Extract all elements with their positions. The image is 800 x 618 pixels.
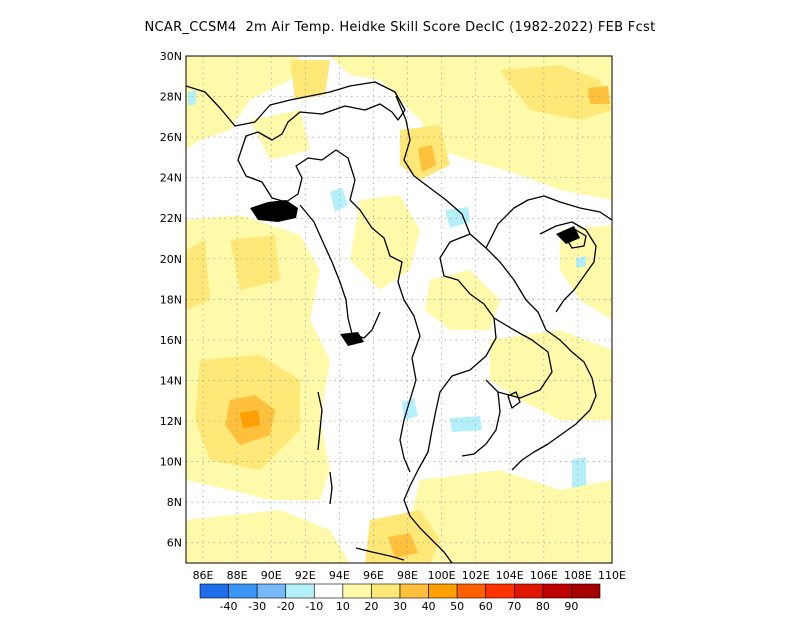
colorbar-label: 90 [564, 600, 578, 613]
lat-tick-label: 16N [160, 334, 182, 347]
lat-tick-label: 20N [160, 253, 182, 266]
lat-tick-label: 24N [160, 172, 182, 185]
colorbar-label: 60 [479, 600, 493, 613]
lat-tick-label: 30N [160, 50, 182, 63]
colorbar-swatch [285, 583, 315, 599]
lon-tick-label: 88E [227, 569, 248, 582]
colorbar-swatch [313, 583, 344, 599]
lon-tick-label: 102E [462, 569, 490, 582]
lon-tick-label: 86E [193, 569, 214, 582]
colorbar-label: 50 [450, 600, 464, 613]
colorbar-label: 30 [393, 600, 407, 613]
colorbar-swatch [228, 583, 258, 599]
colorbar-swatch [485, 583, 515, 599]
plot-frame [185, 55, 613, 564]
colorbar-label: -40 [220, 600, 238, 613]
lon-tick-label: 104E [496, 569, 524, 582]
chart-title: NCAR_CCSM4 2m Air Temp. Heidke Skill Sco… [144, 20, 656, 35]
lat-tick-label: 6N [167, 537, 182, 550]
colorbar [199, 583, 601, 599]
colorbar-swatch [428, 583, 458, 599]
colorbar-label: -30 [248, 600, 266, 613]
colorbar-swatch [571, 583, 601, 599]
colorbar-swatch [199, 583, 229, 599]
lat-tick-label: 12N [160, 415, 182, 428]
colorbar-swatch [342, 583, 372, 599]
colorbar-swatch [371, 583, 401, 599]
coastlines-borders [186, 81, 612, 563]
colorbar-swatch [456, 583, 487, 599]
lon-tick-label: 110E [598, 569, 626, 582]
colorbar-swatch [256, 583, 287, 599]
lon-tick-label: 108E [564, 569, 592, 582]
lat-tick-label: 14N [160, 374, 182, 387]
longitude-tick-labels: 86E 88E 90E 92E 94E 96E 98E 100E 102E 104E 106E 108… [193, 569, 626, 582]
colorbar-swatch [513, 583, 544, 599]
colorbar-swatch [399, 583, 429, 599]
lat-tick-label: 18N [160, 293, 182, 306]
colorbar-label: -10 [305, 600, 323, 613]
colorbar-label: 40 [422, 600, 436, 613]
colorbar-label: 20 [364, 600, 378, 613]
lon-tick-label: 92E [295, 569, 316, 582]
colorbar-label: 80 [536, 600, 550, 613]
grid-lines [186, 56, 612, 563]
lat-tick-label: 10N [160, 456, 182, 469]
delta-coastline [250, 200, 580, 346]
latitude-tick-labels: 30N 28N 26N 24N 22N 20N 18N 16N 14N 12N 10N 8N 6N [160, 50, 182, 550]
lat-tick-label: 26N [160, 131, 182, 144]
lon-tick-label: 96E [363, 569, 384, 582]
lon-tick-label: 100E [428, 569, 456, 582]
lon-tick-label: 90E [261, 569, 282, 582]
colorbar-labels: -40 -30 -20 -10 10 20 30 40 50 60 70 80 90 [220, 600, 579, 613]
lat-tick-label: 28N [160, 91, 182, 104]
lon-tick-label: 106E [530, 569, 558, 582]
colorbar-label: 70 [507, 600, 521, 613]
lat-tick-label: 8N [167, 496, 182, 509]
colorbar-label: -20 [277, 600, 295, 613]
lat-tick-label: 22N [160, 212, 182, 225]
lon-tick-label: 98E [397, 569, 418, 582]
colorbar-swatch [542, 583, 572, 599]
colorbar-label: 10 [336, 600, 350, 613]
skill-score-field [186, 56, 612, 563]
lon-tick-label: 94E [329, 569, 350, 582]
